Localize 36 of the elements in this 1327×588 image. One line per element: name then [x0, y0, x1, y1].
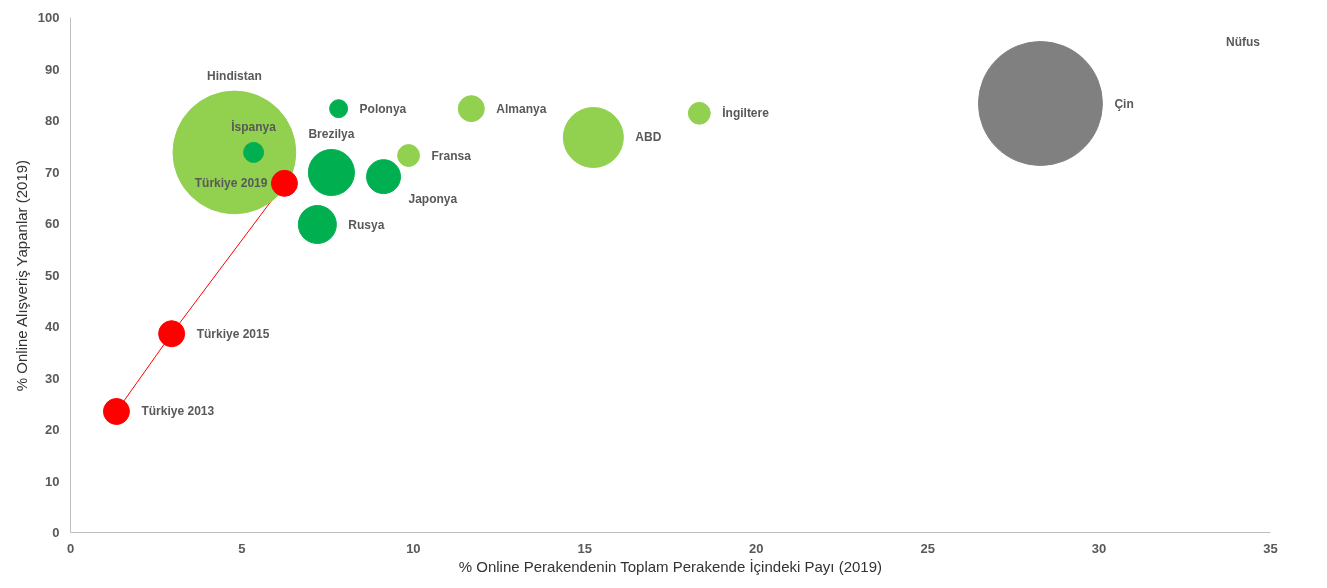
y-tick-label: 50: [45, 267, 60, 283]
annotation: Çin: [1114, 96, 1134, 111]
x-tick-label: 30: [1091, 540, 1107, 556]
annotation: Türkiye 2013: [141, 404, 215, 419]
x-tick-label: 20: [748, 540, 764, 556]
y-tick-label: 70: [45, 164, 60, 180]
annotation: Brezilya: [308, 127, 355, 142]
annotation: Türkiye 2019: [194, 176, 268, 191]
text: Nüfus: [1226, 35, 1260, 49]
annotation: Rusya: [348, 217, 385, 232]
y-tick-label: 90: [45, 61, 60, 77]
annotation: Türkiye 2015: [196, 326, 270, 341]
y-tick-label: 60: [45, 216, 60, 231]
annotation: Polonya: [359, 101, 407, 116]
annotation: Japonya: [408, 191, 458, 206]
annotation: İspanya: [231, 119, 277, 135]
y-axis-title: % Online Alışveriş Yapanlar (2019): [12, 159, 30, 392]
y-tick-label: 10: [45, 473, 60, 489]
y-tick-label: 20: [45, 422, 60, 437]
x-axis-title: % Online Perakendenin Toplam Perakende İçindeki Payı (2019): [458, 557, 883, 575]
annotation: Hindistan: [207, 69, 262, 84]
x-tick-label: 5: [238, 540, 246, 556]
annotation: ABD: [635, 130, 662, 145]
annotation: Fransa: [431, 148, 472, 163]
annotation: İngiltere: [722, 105, 770, 121]
annotation: Almanya: [496, 101, 547, 116]
y-tick-label: 40: [45, 319, 60, 334]
x-tick-label: 25: [920, 540, 935, 556]
y-tick-label: 100: [37, 10, 60, 25]
y-tick-label: 0: [52, 525, 60, 540]
x-tick-label: 15: [577, 540, 593, 556]
y-tick-label: 30: [45, 370, 60, 386]
y-tick-label: 80: [45, 113, 60, 128]
x-tick-label: 35: [1263, 540, 1278, 556]
x-tick-label: 0: [66, 540, 75, 556]
x-tick-label: 10: [406, 540, 421, 556]
